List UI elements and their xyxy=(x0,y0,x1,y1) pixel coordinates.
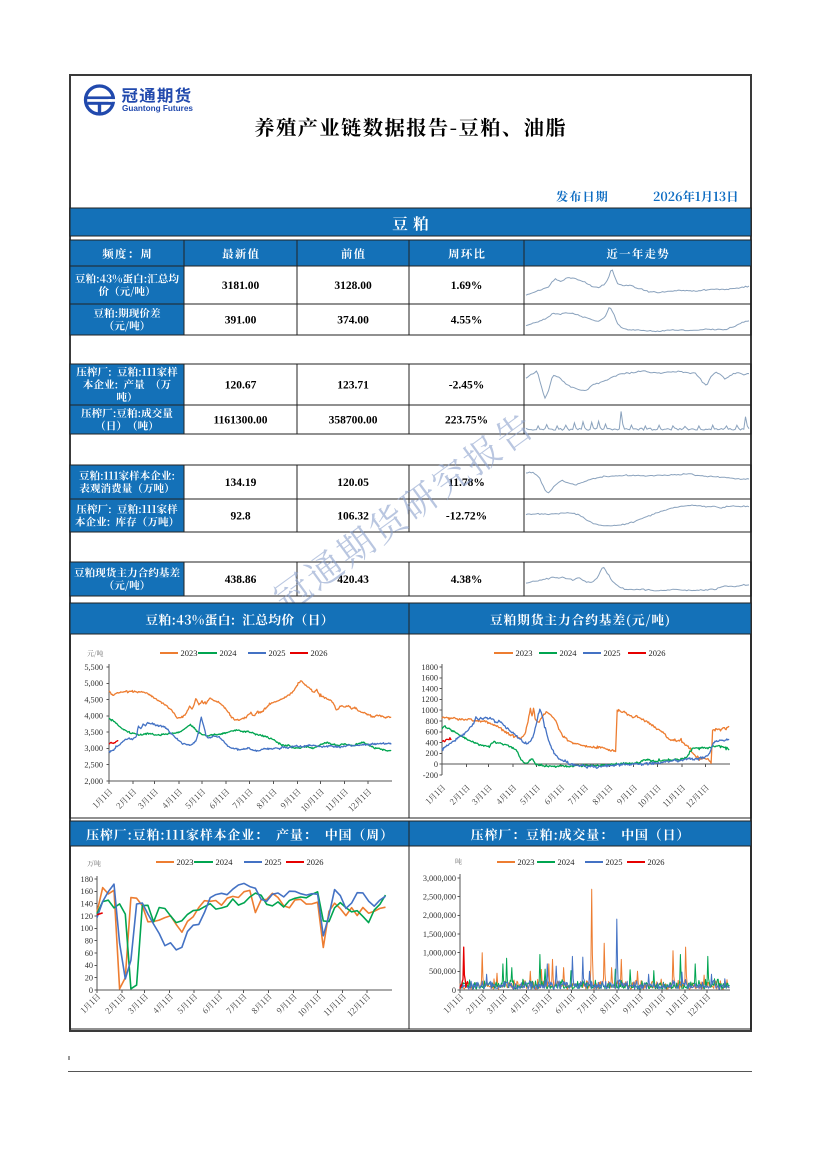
svg-text:2024: 2024 xyxy=(558,857,576,867)
svg-text:92.8: 92.8 xyxy=(230,510,250,522)
svg-text:2025: 2025 xyxy=(606,857,623,867)
svg-text:4,500: 4,500 xyxy=(84,695,103,704)
svg-text:358700.00: 358700.00 xyxy=(329,414,378,426)
svg-text:391.00: 391.00 xyxy=(225,314,257,326)
svg-text:2023: 2023 xyxy=(177,857,194,867)
svg-text:420.43: 420.43 xyxy=(337,574,369,586)
svg-text:60: 60 xyxy=(85,949,93,958)
svg-text:2,500,000: 2,500,000 xyxy=(423,892,456,901)
svg-text:2024: 2024 xyxy=(220,648,238,658)
svg-text:2,500: 2,500 xyxy=(84,761,103,770)
svg-text:374.00: 374.00 xyxy=(337,314,369,326)
svg-text:2026: 2026 xyxy=(311,648,328,658)
svg-text:106.32: 106.32 xyxy=(337,510,369,522)
svg-text:2024: 2024 xyxy=(560,648,578,658)
svg-text:600: 600 xyxy=(426,728,438,737)
svg-text:4,000: 4,000 xyxy=(84,712,103,721)
svg-text:2025: 2025 xyxy=(604,648,621,658)
svg-text:200: 200 xyxy=(426,749,438,758)
svg-text:0: 0 xyxy=(452,986,456,995)
svg-text:1200: 1200 xyxy=(421,695,438,704)
svg-text:20: 20 xyxy=(85,973,93,982)
svg-text:2,000,000: 2,000,000 xyxy=(423,911,456,920)
svg-text:4.55%: 4.55% xyxy=(451,314,483,326)
svg-text:438.86: 438.86 xyxy=(225,574,257,586)
svg-text:2023: 2023 xyxy=(518,857,535,867)
svg-text:3,000,000: 3,000,000 xyxy=(423,874,456,883)
svg-text:1.69%: 1.69% xyxy=(451,280,483,292)
svg-text:2026: 2026 xyxy=(649,648,666,658)
svg-text:-2.45%: -2.45% xyxy=(449,379,484,391)
svg-text:1,000,000: 1,000,000 xyxy=(423,948,456,957)
svg-text:1600: 1600 xyxy=(421,674,438,683)
svg-text:134.19: 134.19 xyxy=(225,477,257,489)
svg-text:800: 800 xyxy=(426,717,438,726)
svg-text:180: 180 xyxy=(81,875,93,884)
svg-text:223.75%: 223.75% xyxy=(445,414,488,426)
svg-text:120.67: 120.67 xyxy=(225,379,257,391)
svg-text:1000: 1000 xyxy=(421,706,438,715)
svg-text:2026: 2026 xyxy=(307,857,324,867)
svg-text:3,000: 3,000 xyxy=(84,744,103,753)
svg-text:2023: 2023 xyxy=(181,648,198,658)
svg-text:Guantong Futures: Guantong Futures xyxy=(122,104,193,113)
svg-text:1400: 1400 xyxy=(421,684,438,693)
svg-text:40: 40 xyxy=(85,961,93,970)
svg-text:120: 120 xyxy=(81,912,93,921)
svg-text:1,500,000: 1,500,000 xyxy=(423,930,456,939)
svg-text:140: 140 xyxy=(81,899,93,908)
svg-text:80: 80 xyxy=(85,936,93,945)
svg-text:120.05: 120.05 xyxy=(337,477,369,489)
svg-text:2025: 2025 xyxy=(265,857,282,867)
svg-text:100: 100 xyxy=(81,924,93,933)
svg-text:5,500: 5,500 xyxy=(84,663,103,672)
svg-text:1800: 1800 xyxy=(421,663,438,672)
svg-text:0: 0 xyxy=(434,760,438,769)
svg-text:5,000: 5,000 xyxy=(84,679,103,688)
svg-text:500,000: 500,000 xyxy=(429,967,456,976)
svg-text:2025: 2025 xyxy=(269,648,286,658)
svg-text:2023: 2023 xyxy=(516,648,533,658)
svg-text:-12.72%: -12.72% xyxy=(446,510,487,522)
svg-text:400: 400 xyxy=(426,738,438,747)
svg-text:123.71: 123.71 xyxy=(337,379,369,391)
svg-text:3181.00: 3181.00 xyxy=(222,280,260,292)
svg-text:-200: -200 xyxy=(423,771,438,780)
svg-text:2024: 2024 xyxy=(216,857,234,867)
svg-text:3128.00: 3128.00 xyxy=(334,280,372,292)
svg-text:2026: 2026 xyxy=(648,857,665,867)
svg-text:2,000: 2,000 xyxy=(84,777,103,786)
svg-text:4.38%: 4.38% xyxy=(451,574,483,586)
svg-text:0: 0 xyxy=(89,986,93,995)
svg-text:3,500: 3,500 xyxy=(84,728,103,737)
svg-text:160: 160 xyxy=(81,887,93,896)
svg-text:1161300.00: 1161300.00 xyxy=(214,414,268,426)
